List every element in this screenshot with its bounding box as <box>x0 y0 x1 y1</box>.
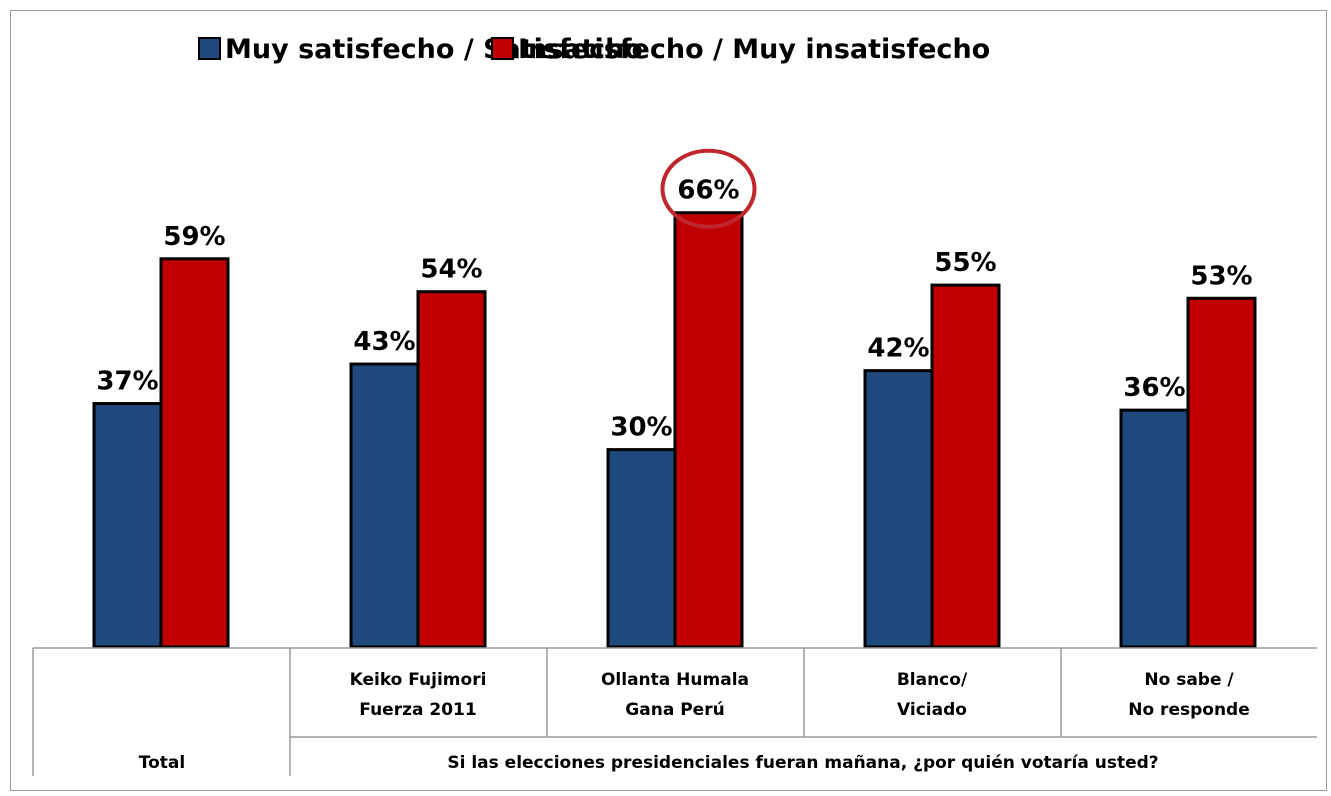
group-label-2: Si las elecciones presidenciales fueran … <box>447 753 1158 773</box>
bars: 37% 43% 30% 42% 36% 59% 54% 66% 55% 53% <box>92 148 1257 649</box>
legend: Muy satisfecho / SatisfechoInsatisfecho … <box>198 34 990 65</box>
value-label-s2-c1: 59% <box>163 222 225 252</box>
category-label-5-line-2: No responde <box>1128 700 1250 720</box>
bar-s2-c3 <box>673 211 744 649</box>
category-label-4-line-1: Blanco/ <box>897 670 968 690</box>
bar-s1-c4 <box>863 369 934 649</box>
value-label-s2-c2: 54% <box>420 255 482 285</box>
value-label-s1-c1: 37% <box>96 367 158 397</box>
category-table: Keiko Fujimori Fuerza 2011 Ollanta Humala G… <box>32 647 1317 776</box>
bar-s2-c4 <box>930 283 1001 649</box>
bar-s1-c5 <box>1119 408 1190 649</box>
chart-frame <box>10 10 1327 791</box>
legend-label-1: Muy satisfecho / Satisfecho <box>225 34 643 65</box>
value-label-s2-c4: 55% <box>934 248 996 278</box>
bar-s1-c3 <box>606 448 677 649</box>
highlight-circle <box>660 148 757 229</box>
category-label-2-line-2: Fuerza 2011 <box>359 700 476 720</box>
category-label-4-line-2: Viciado <box>897 700 967 720</box>
legend-swatch-1 <box>198 37 221 60</box>
value-label-s2-c3: 66% <box>677 176 739 206</box>
legend-swatch-2 <box>491 37 514 60</box>
value-label-s1-c3: 30% <box>610 413 672 443</box>
bar-s1-c2 <box>349 362 420 649</box>
value-label-s1-c4: 42% <box>867 334 929 364</box>
bar-s2-c5 <box>1186 296 1257 649</box>
bar-s2-c1 <box>159 257 230 649</box>
category-label-3-line-2: Gana Perú <box>625 700 724 720</box>
category-label-5-line-1: No sabe / <box>1144 670 1234 690</box>
group-label-1: Total <box>139 753 185 773</box>
bar-s2-c2 <box>416 290 487 649</box>
category-label-2-line-1: Keiko Fujimori <box>350 670 487 690</box>
value-label-s2-c5: 53% <box>1190 261 1252 291</box>
bar-s1-c1 <box>92 402 163 649</box>
value-label-s1-c2: 43% <box>353 327 415 357</box>
category-label-3-line-1: Ollanta Humala <box>601 670 749 690</box>
legend-label-2: Insatisfecho / Muy insatisfecho <box>518 34 990 65</box>
value-label-s1-c5: 36% <box>1123 373 1185 403</box>
